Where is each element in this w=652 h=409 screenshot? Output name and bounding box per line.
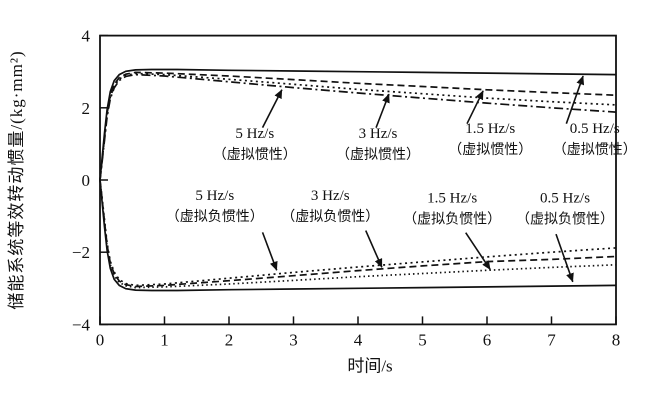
x-tick-label: 0 [96, 330, 105, 349]
y-tick-label: 2 [82, 99, 91, 118]
annotation-type-label: （虚拟惯性） [213, 146, 297, 163]
annotation-type-label: （虚拟惯性） [336, 146, 420, 163]
series-0-line [99, 68, 617, 181]
annotation-0: 5 Hz/s （虚拟惯性） [213, 89, 297, 163]
y-axis-title: 储能系统等效转动惯量/(kg·mm²) [7, 50, 26, 309]
y-tick-label: 0 [82, 171, 91, 190]
annotation-2: 1.5 Hz/s （虚拟惯性） [448, 90, 532, 158]
series-5-line [99, 179, 617, 289]
annotation-arrow [261, 89, 283, 129]
x-tick-label: 1 [160, 330, 169, 349]
annotation-type-label: （虚拟负惯性） [281, 208, 379, 225]
annotation-6: 1.5 Hz/s （虚拟负惯性） [403, 190, 501, 270]
annotation-type-label: （虚拟负惯性） [516, 210, 614, 227]
x-tick-label: 3 [289, 330, 298, 349]
annotation-type-label: （虚拟负惯性） [403, 210, 501, 227]
x-axis-title: 时间/s [347, 356, 392, 375]
annotation-rate-label: 3 Hz/s [311, 188, 350, 204]
x-tick-label: 5 [418, 330, 427, 349]
y-tick-label: −2 [72, 243, 90, 262]
x-tick-label: 7 [547, 330, 556, 349]
annotation-arrow [365, 230, 383, 268]
annotation-type-label: （虚拟负惯性） [166, 208, 264, 225]
annotation-rate-label: 5 Hz/s [195, 188, 234, 204]
annotation-7: 0.5 Hz/s （虚拟负惯性） [516, 190, 614, 283]
y-tick-label: 4 [82, 27, 91, 46]
annotation-rate-label: 5 Hz/s [235, 126, 274, 142]
x-tick-label: 6 [483, 330, 492, 349]
annotation-rate-label: 3 Hz/s [359, 126, 398, 142]
plot-border [99, 34, 617, 326]
annotation-4: 5 Hz/s （虚拟负惯性） [166, 188, 278, 271]
annotation-type-label: （虚拟惯性） [553, 141, 637, 158]
annotation-rate-label: 0.5 Hz/s [570, 121, 620, 137]
series-3-line [99, 73, 617, 181]
annotation-arrow [375, 93, 390, 128]
series-2-line [99, 72, 617, 181]
annotation-1: 3 Hz/s （虚拟惯性） [336, 93, 420, 163]
annotation-rate-label: 0.5 Hz/s [540, 190, 590, 206]
annotation-5: 3 Hz/s （虚拟负惯性） [281, 188, 383, 268]
series-6-line [99, 179, 617, 288]
annotation-arrow [465, 232, 491, 270]
annotation-3: 0.5 Hz/s （虚拟惯性） [553, 75, 637, 158]
x-tick-label: 2 [225, 330, 234, 349]
series-7-line [99, 179, 617, 287]
annotation-arrow [555, 233, 574, 283]
annotation-type-label: （虚拟惯性） [448, 141, 532, 158]
y-tick-label: −4 [72, 315, 91, 334]
series-4-line [99, 179, 617, 292]
x-tick-label: 4 [354, 330, 363, 349]
annotation-arrow [565, 75, 585, 124]
annotation-rate-label: 1.5 Hz/s [427, 190, 477, 206]
annotation-arrow [261, 232, 278, 271]
x-tick-label: 8 [612, 330, 621, 349]
annotation-arrow [466, 90, 484, 125]
annotation-rate-label: 1.5 Hz/s [465, 121, 515, 137]
